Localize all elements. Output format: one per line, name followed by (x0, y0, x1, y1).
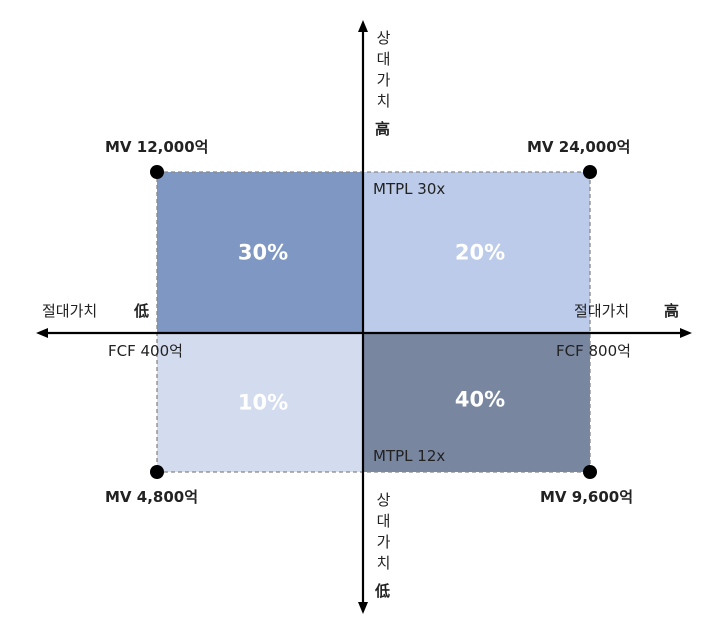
quadrant-bottom-left (157, 333, 363, 472)
axis-marker: 高 (664, 302, 680, 320)
quadrant-share: 40% (454, 387, 506, 412)
quadrant-share: 20% (454, 240, 506, 265)
quadrant-top-left (157, 172, 363, 333)
axis-marker: 高 (375, 120, 391, 138)
quadrant-top-right (363, 172, 590, 333)
corner-label: MV 12,000억 (105, 138, 209, 156)
arrow-left (36, 328, 48, 338)
axis-marker: 低 (134, 302, 150, 320)
arrow-down (358, 602, 368, 614)
quadrant-share: 30% (237, 240, 289, 265)
multiple-label: MTPL 12x (373, 447, 446, 465)
arrow-right (680, 328, 692, 338)
arrow-up (358, 20, 368, 32)
corner-dot (583, 165, 597, 179)
corner-label: MV 4,800억 (105, 488, 199, 506)
multiple-label: MTPL 30x (373, 180, 446, 198)
quadrant-border (156, 171, 591, 473)
fcf-label: FCF 800억 (556, 342, 631, 360)
axis-label: 절대가치 (42, 302, 98, 320)
fcf-label: FCF 400억 (108, 342, 183, 360)
corner-dot (150, 165, 164, 179)
axis-label: 상대가치 (374, 492, 392, 576)
axis-marker: 低 (375, 582, 391, 600)
corner-label: MV 9,600억 (540, 488, 634, 506)
quadrant-share: 10% (237, 390, 289, 415)
corner-dot (583, 465, 597, 479)
corner-dot (150, 465, 164, 479)
corner-label: MV 24,000억 (527, 138, 631, 156)
quadrant-bottom-right (363, 333, 590, 472)
axis-label: 절대가치 (574, 302, 630, 320)
axis-label: 상대가치 (374, 30, 392, 114)
